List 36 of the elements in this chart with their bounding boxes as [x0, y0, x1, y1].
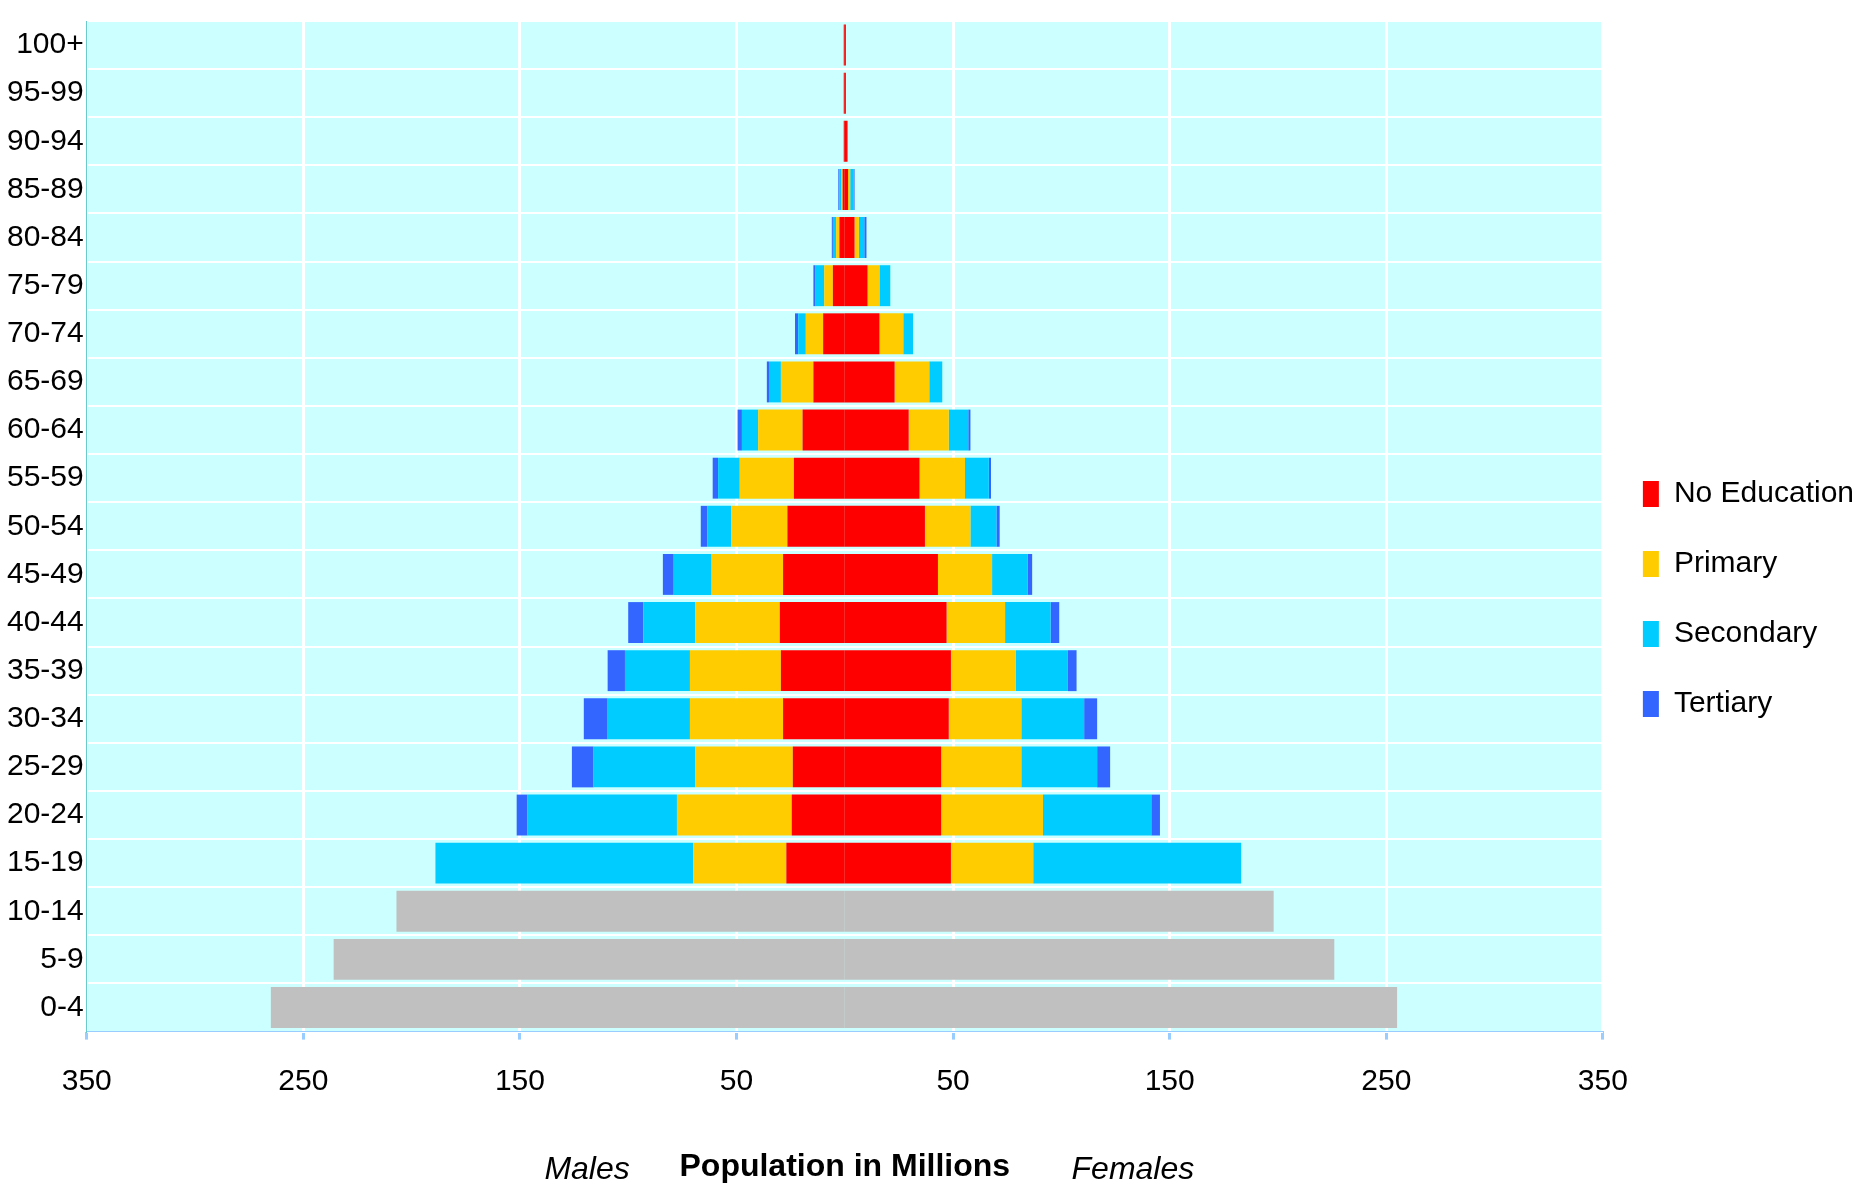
y-tick-label: 5-9 — [40, 940, 84, 974]
y-tick-label: 55-59 — [6, 459, 84, 493]
y-tick-label: 70-74 — [6, 315, 84, 349]
y-tick-label: 15-19 — [6, 844, 84, 878]
y-tick-label: 90-94 — [6, 122, 84, 156]
y-tick-label: 80-84 — [6, 218, 84, 252]
x-tick-label: 250 — [1361, 1062, 1412, 1096]
y-tick-label: 20-24 — [6, 796, 84, 830]
y-tick-label: 25-29 — [6, 748, 84, 782]
x-tick-label: 350 — [61, 1062, 112, 1096]
y-tick-label: 60-64 — [6, 411, 84, 445]
legend-label: Primary — [1673, 545, 1778, 579]
y-tick-label: 45-49 — [6, 555, 84, 589]
y-tick-label: 95-99 — [6, 74, 84, 108]
x-tick-label: 150 — [494, 1062, 545, 1096]
x-tick-label: 350 — [1577, 1062, 1628, 1096]
y-tick-label: 10-14 — [6, 892, 84, 926]
x-tick-label: 250 — [278, 1062, 329, 1096]
y-tick-label: 85-89 — [6, 170, 84, 204]
legend-label: Tertiary — [1673, 685, 1773, 719]
x-tick-label: 50 — [936, 1062, 970, 1096]
legend-label: No Education — [1673, 475, 1855, 509]
y-tick-label: 65-69 — [6, 363, 84, 397]
x-tick-label: 150 — [1144, 1062, 1195, 1096]
x-axis-title: Population in Millions — [679, 1146, 1011, 1183]
y-tick-label: 75-79 — [6, 266, 84, 300]
y-tick-label: 100+ — [16, 26, 84, 60]
y-tick-label: 35-39 — [6, 651, 84, 685]
y-tick-label: 40-44 — [6, 603, 84, 637]
y-tick-label: 50-54 — [6, 507, 84, 541]
x-tick-label: 50 — [719, 1062, 754, 1096]
y-tick-label: 30-34 — [6, 700, 84, 734]
y-tick-label: 0-4 — [40, 988, 84, 1022]
text: Males — [544, 1149, 630, 1186]
legend-label: Secondary — [1673, 615, 1818, 649]
text: Females — [1071, 1149, 1195, 1186]
